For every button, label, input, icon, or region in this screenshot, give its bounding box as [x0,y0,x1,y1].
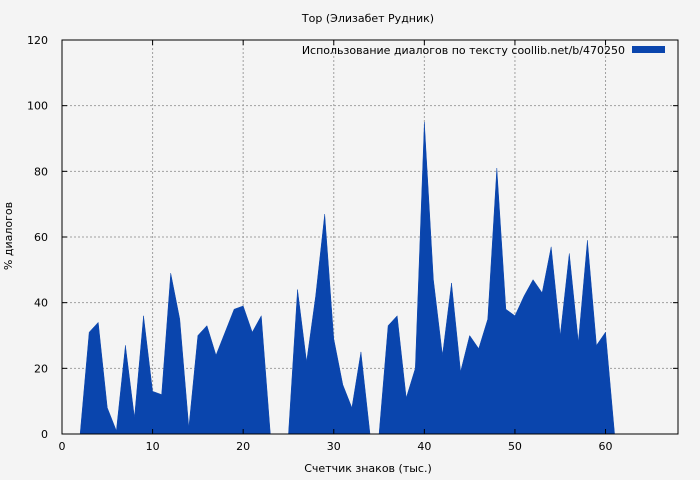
y-tick-label: 120 [27,34,48,47]
area-series [79,122,615,435]
grid-lines [62,40,678,434]
legend-swatch [632,46,665,53]
x-axis-label: Счетчик знаков (тыс.) [304,462,432,475]
x-tick-label: 30 [327,440,341,453]
y-tick-label: 20 [34,362,48,375]
y-tick-label: 60 [34,231,48,244]
legend-label: Использование диалогов по тексту coollib… [302,44,625,57]
series-area [79,122,615,435]
y-tick-label: 80 [34,165,48,178]
y-tick-label: 0 [41,428,48,441]
x-tick-label: 10 [146,440,160,453]
x-tick-label: 20 [236,440,250,453]
chart-title: Тор (Элизабет Рудник) [301,12,434,25]
x-tick-label: 60 [599,440,613,453]
x-tick-label: 40 [417,440,431,453]
y-tick-label: 40 [34,297,48,310]
axis-ticks: 0 10 20 30 40 50 60 0 20 40 60 80 100 120 [27,34,678,453]
legend: Использование диалогов по тексту coollib… [302,44,665,57]
x-tick-label: 0 [59,440,66,453]
y-axis-label: % диалогов [2,202,15,270]
x-tick-label: 50 [508,440,522,453]
y-tick-label: 100 [27,100,48,113]
